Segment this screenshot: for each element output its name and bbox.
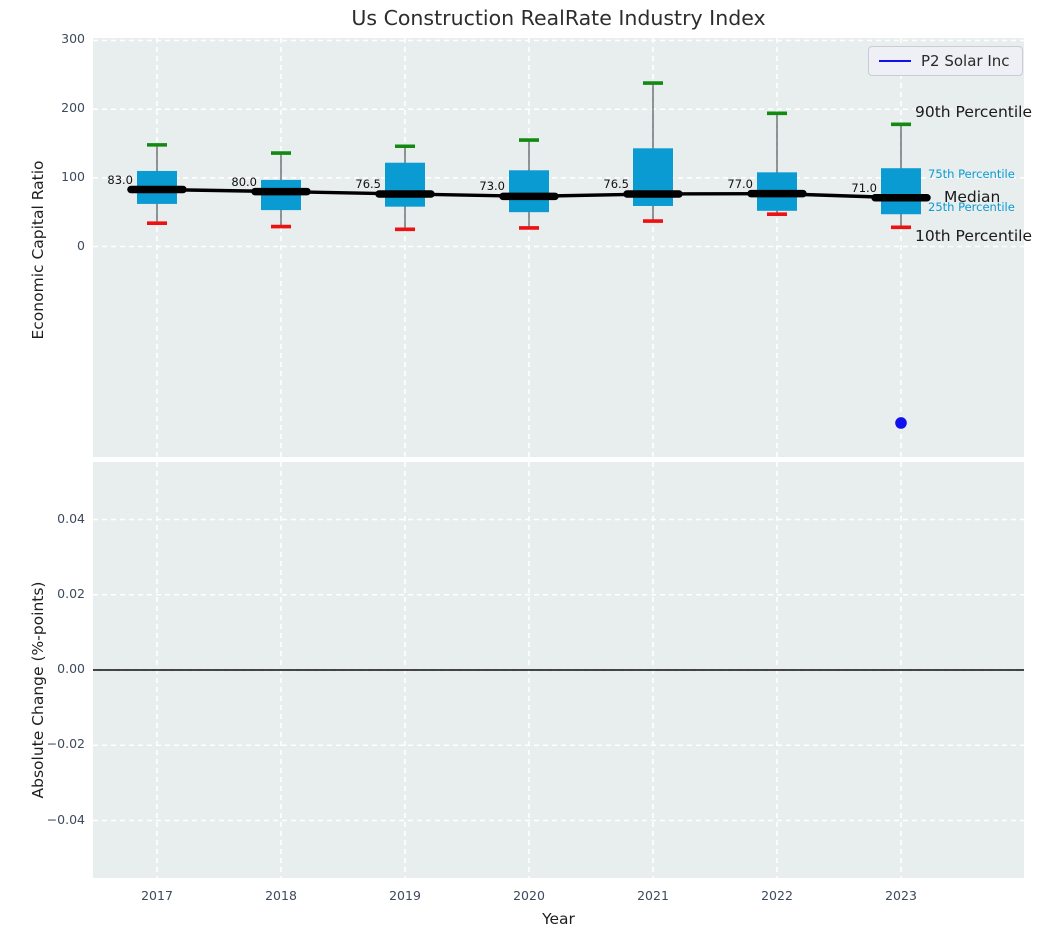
median-value-label: 80.0 [209, 175, 257, 189]
median-value-label: 73.0 [457, 179, 505, 193]
box [385, 163, 425, 207]
x-axis-label: Year [93, 910, 1024, 928]
y-tick-label: 0.00 [25, 661, 85, 676]
x-tick-label: 2022 [747, 888, 807, 903]
y-tick-label: 200 [35, 100, 85, 115]
y-tick-label: 0 [35, 238, 85, 253]
annotation-75th-percentile: 75th Percentile [928, 167, 1015, 181]
x-tick-label: 2017 [127, 888, 187, 903]
legend-line-sample [879, 60, 911, 62]
median-value-label: 71.0 [829, 181, 877, 195]
y-tick-label: −0.04 [25, 812, 85, 827]
legend[interactable]: P2 Solar Inc [868, 46, 1023, 76]
median-value-label: 83.0 [85, 173, 133, 187]
annotation-10th-percentile: 10th Percentile [915, 227, 1032, 245]
x-tick-label: 2023 [871, 888, 931, 903]
median-value-label: 76.5 [581, 177, 629, 191]
box [881, 168, 921, 214]
p2-solar-inc-point [895, 417, 907, 429]
bottom-y-axis-label: Absolute Change (%-points) [29, 582, 47, 799]
chart-canvas [0, 0, 1049, 942]
median-value-label: 76.5 [333, 177, 381, 191]
y-tick-label: 300 [35, 31, 85, 46]
y-tick-label: −0.02 [25, 736, 85, 751]
y-tick-label: 100 [35, 169, 85, 184]
median-value-label: 77.0 [705, 177, 753, 191]
y-tick-label: 0.02 [25, 586, 85, 601]
x-tick-label: 2019 [375, 888, 435, 903]
legend-label: P2 Solar Inc [921, 52, 1010, 70]
annotation-25th-percentile: 25th Percentile [928, 200, 1015, 214]
chart-title: Us Construction RealRate Industry Index [93, 6, 1024, 30]
x-tick-label: 2021 [623, 888, 683, 903]
y-tick-label: 0.04 [25, 511, 85, 526]
x-tick-label: 2018 [251, 888, 311, 903]
box [509, 170, 549, 212]
annotation-90th-percentile: 90th Percentile [915, 103, 1032, 121]
x-tick-label: 2020 [499, 888, 559, 903]
figure: Us Construction RealRate Industry Index … [0, 0, 1049, 942]
